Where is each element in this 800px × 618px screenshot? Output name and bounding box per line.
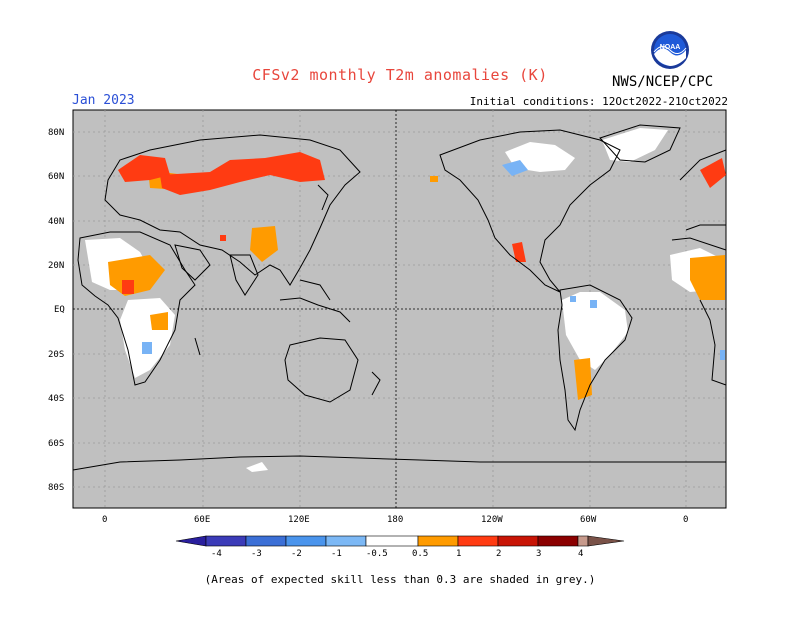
longitude-labels: 0 60E 120E 180 120W 60W 0 (102, 515, 688, 525)
lat-label: 40S (48, 394, 64, 404)
colorbar-segment (205, 535, 247, 547)
colorbar-segment (285, 535, 327, 547)
noaa-logo-icon: NOAA (651, 31, 689, 69)
colorbar-tick: 0.5 (412, 549, 428, 559)
initial-conditions-label: Initial conditions: 12Oct2022-21Oct2022 (469, 95, 728, 108)
colorbar-segment (325, 535, 367, 547)
colorbar-tick: -2 (291, 549, 302, 559)
lat-label: EQ (54, 305, 65, 315)
coastlines (72, 124, 727, 471)
colorbar-tick: -4 (211, 549, 222, 559)
colorbar-segment (577, 535, 589, 547)
lat-label: 20N (48, 261, 64, 271)
colorbar-tick: 1 (456, 549, 461, 559)
lon-label: 0 (683, 515, 688, 525)
colorbar-tick: 3 (536, 549, 541, 559)
colorbar-ticks: -4 -3 -2 -1 -0.5 0.5 1 2 3 4 (211, 549, 583, 559)
lon-label: 180 (387, 515, 403, 525)
colorbar-tick: -0.5 (366, 549, 388, 559)
lat-label: 60N (48, 172, 64, 182)
lon-label: 60E (194, 515, 210, 525)
map-gridlines (73, 110, 726, 508)
colorbar-segment (245, 535, 287, 547)
lat-label: 40N (48, 217, 64, 227)
colorbar (175, 535, 625, 547)
colorbar-segment (457, 535, 499, 547)
lon-label: 120W (481, 515, 503, 525)
lon-label: 60W (580, 515, 597, 525)
logo-text: NOAA (660, 44, 681, 51)
organization-label: NWS/NCEP/CPC (612, 74, 714, 90)
latitude-labels: 80N 60N 40N 20N EQ 20S 40S 60S 80S (48, 128, 65, 493)
lon-label: 120E (288, 515, 310, 525)
colorbar-tick: -3 (251, 549, 262, 559)
colorbar-tick: 2 (496, 549, 501, 559)
colorbar-low-end (175, 535, 207, 547)
warm-anomaly-red (118, 152, 726, 294)
lead-month-label: Jan 2023 (72, 93, 135, 108)
lat-label: 80N (48, 128, 64, 138)
colorbar-tick: -1 (331, 549, 342, 559)
lat-label: 80S (48, 483, 64, 493)
colorbar-segment (365, 535, 419, 547)
map-title: CFSv2 monthly T2m anomalies (K) (252, 66, 548, 84)
colorbar-tick: 4 (578, 549, 583, 559)
colorbar-high-end (587, 535, 625, 547)
cool-anomaly-areas (142, 160, 725, 360)
lon-label: 0 (102, 515, 107, 525)
colorbar-segment (537, 535, 579, 547)
lat-label: 60S (48, 439, 64, 449)
colorbar-segment (497, 535, 539, 547)
lat-label: 20S (48, 350, 64, 360)
colorbar-segment (417, 535, 459, 547)
footnote: (Areas of expected skill less than 0.3 a… (204, 573, 596, 586)
